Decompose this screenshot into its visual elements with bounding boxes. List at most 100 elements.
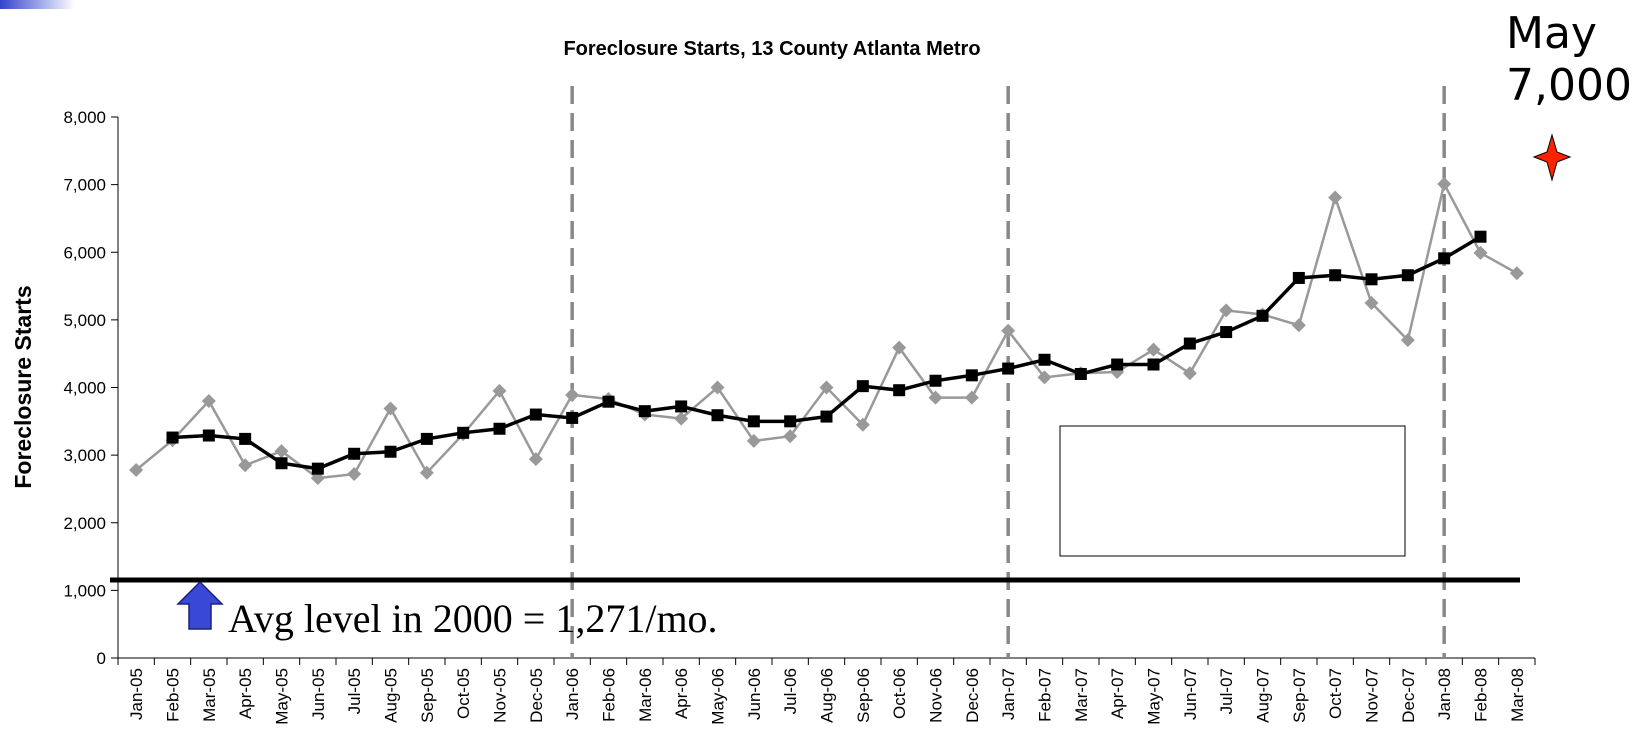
x-tick-label: Sep-06 [854,668,873,723]
point [820,410,833,423]
point [166,431,179,444]
x-tick-label: Nov-05 [491,668,510,723]
point [638,405,651,418]
point [711,409,724,422]
point [1473,245,1488,260]
point [1037,370,1052,385]
point [893,384,906,397]
x-tick-label: Apr-07 [1108,668,1127,719]
x-tick-label: Jun-06 [745,668,764,720]
x-tick-label: Apr-05 [236,668,255,719]
point [239,432,252,445]
point [965,369,978,382]
point [201,394,216,409]
point [529,408,542,421]
point [746,433,761,448]
point [383,401,398,416]
y-tick-label: 7,000 [63,176,106,195]
point [929,374,942,387]
point [1182,366,1197,381]
point [1220,326,1233,339]
x-tick-label: Jul-06 [781,668,800,714]
x-tick-label: Apr-06 [672,668,691,719]
point [1364,295,1379,310]
x-tick-label: Feb-07 [1036,668,1055,722]
x-tick-label: Mar-05 [200,668,219,722]
point [384,445,397,458]
point [420,432,433,445]
point [674,411,689,426]
point [347,467,362,482]
point [1002,362,1015,375]
point [1256,309,1269,322]
point [129,463,144,478]
point [457,426,470,439]
value-annotation: 7,000 [1506,60,1632,111]
point [1111,358,1124,371]
x-tick-label: Feb-06 [600,668,619,722]
avg-annotation: Avg level in 2000 = 1,271/mo. [228,596,718,641]
x-tick-label: Oct-05 [454,668,473,719]
arrow [176,580,224,630]
point [710,380,725,395]
point [1038,353,1051,366]
x-tick-label: Aug-07 [1254,668,1273,723]
x-tick-label: Dec-07 [1399,668,1418,723]
point [964,390,979,405]
y-tick-label: 6,000 [63,243,106,262]
point [602,395,615,408]
x-tick-label: Feb-08 [1472,668,1491,722]
x-tick-label: May-06 [709,668,728,725]
point [1328,190,1343,205]
point [1219,303,1234,318]
point [1147,358,1160,371]
x-tick-label: Jul-05 [345,668,364,714]
x-tick-label: Jan-08 [1435,668,1454,720]
x-tick-label: Jun-07 [1181,668,1200,720]
x-tick-label: Jan-05 [127,668,146,720]
y-tick-label: 8,000 [63,108,106,127]
x-tick-label: May-05 [273,668,292,725]
point [856,380,869,393]
point [1291,318,1306,333]
point [1001,323,1016,338]
point [275,457,288,470]
x-tick-label: Sep-05 [418,668,437,723]
point [1329,269,1342,282]
point [1474,230,1487,243]
x-tick-label: Mar-08 [1508,668,1527,722]
star [1532,133,1572,182]
x-tick-label: Oct-07 [1326,668,1345,719]
y-tick-label: 1,000 [63,581,106,600]
x-tick-label: Mar-06 [636,668,655,722]
point [493,422,506,435]
point [928,390,943,405]
chart-title: Foreclosure Starts, 13 County Atlanta Me… [563,38,980,60]
x-tick-label: Aug-05 [382,668,401,723]
point [1509,266,1524,281]
x-tick-label: Jan-06 [563,668,582,720]
point [565,387,580,402]
y-tick-label: 3,000 [63,446,106,465]
point [892,340,907,355]
point [1292,271,1305,284]
x-tick-label: Nov-06 [927,668,946,723]
point [1146,342,1161,357]
point [675,400,688,413]
point [492,383,507,398]
x-tick-label: Feb-05 [164,668,183,722]
point [783,429,798,444]
point [1438,252,1451,265]
x-tick-label: Oct-06 [890,668,909,719]
x-tick-label: Jul-07 [1217,668,1236,714]
x-tick-label: Nov-07 [1363,668,1382,723]
point [855,417,870,432]
point [566,411,579,424]
plot: 0 1,000 2,000 3,000 4,000 5,000 6,000 7,000 8,00… [63,86,1536,725]
point [1437,176,1452,191]
x-tick-label: May-07 [1145,668,1164,725]
point [419,465,434,480]
corner-bar [0,0,75,9]
point [348,447,361,460]
